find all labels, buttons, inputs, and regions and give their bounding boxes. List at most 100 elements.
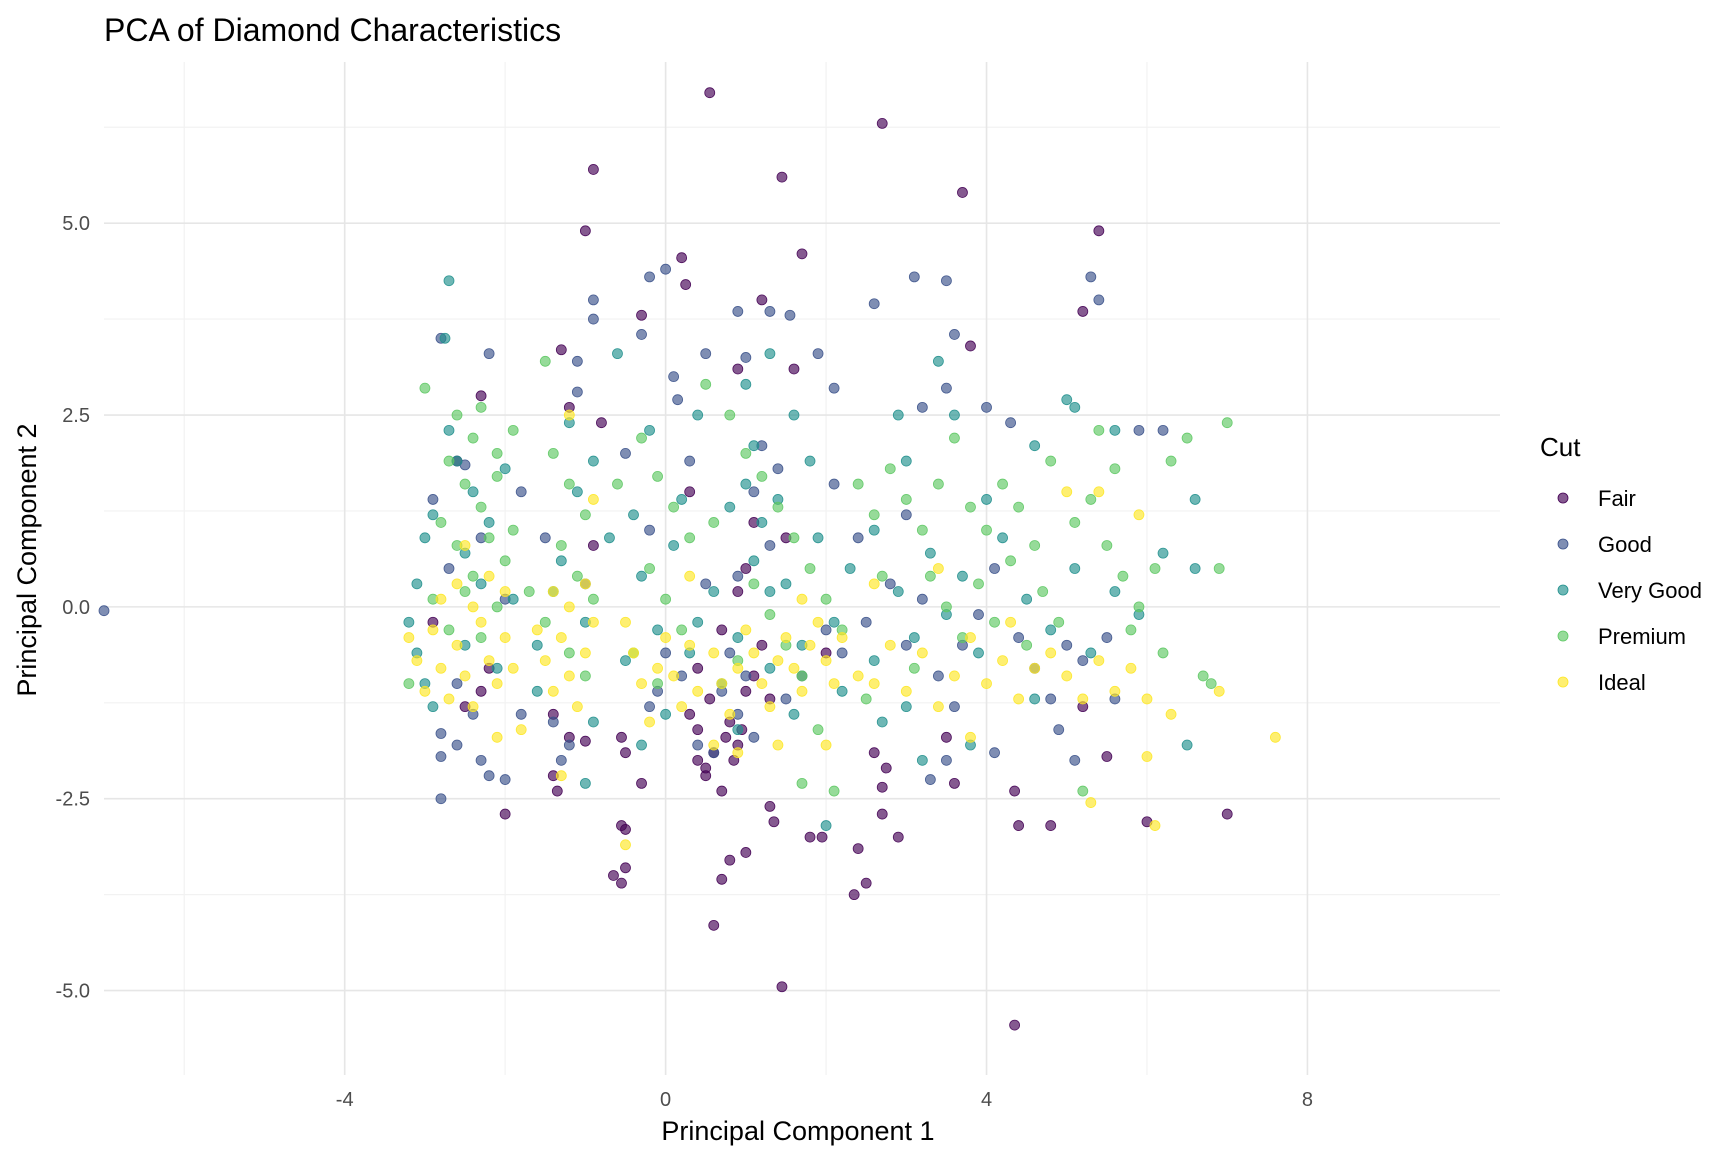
data-point — [772, 655, 784, 666]
data-point — [620, 862, 631, 874]
data-point — [1141, 693, 1153, 705]
data-point — [1085, 647, 1097, 659]
data-point — [451, 409, 463, 421]
data-point — [740, 352, 752, 363]
data-point — [989, 563, 1000, 574]
data-point — [684, 486, 696, 498]
data-point — [1029, 540, 1041, 551]
data-point — [668, 501, 680, 513]
data-point — [1101, 751, 1113, 762]
data-point — [1053, 616, 1065, 628]
data-point — [579, 225, 591, 237]
data-point — [764, 348, 776, 360]
data-point — [403, 616, 415, 628]
data-point — [636, 739, 647, 751]
data-point — [539, 655, 551, 666]
data-point — [1141, 751, 1153, 762]
data-point — [467, 486, 479, 498]
data-point — [932, 478, 944, 490]
data-point — [459, 586, 471, 597]
data-point — [941, 601, 952, 613]
data-point — [1045, 820, 1057, 831]
data-point — [716, 873, 728, 885]
data-point — [852, 843, 864, 855]
data-point — [547, 716, 559, 728]
data-point — [836, 685, 848, 697]
data-point — [411, 655, 423, 666]
data-point — [860, 877, 872, 889]
data-point — [900, 509, 912, 521]
data-point — [852, 532, 864, 544]
data-point — [1029, 693, 1041, 705]
data-point — [467, 432, 479, 444]
data-point — [475, 685, 487, 697]
data-point — [1069, 563, 1081, 574]
data-point — [499, 774, 511, 785]
data-point — [1029, 440, 1041, 452]
data-point — [616, 731, 627, 743]
data-point — [756, 639, 768, 651]
series-ideal — [403, 409, 1281, 851]
data-point — [676, 624, 688, 636]
data-point — [620, 839, 631, 851]
data-point — [820, 624, 832, 636]
data-point — [804, 455, 816, 467]
data-point — [900, 701, 912, 713]
data-point — [700, 578, 712, 590]
data-point — [816, 831, 828, 843]
data-point — [579, 777, 591, 789]
data-point — [876, 781, 888, 793]
data-point — [692, 685, 704, 697]
data-point — [908, 632, 920, 643]
data-point — [949, 329, 960, 340]
legend-key — [1557, 676, 1569, 688]
data-point — [981, 494, 992, 505]
data-point — [868, 509, 880, 521]
data-point — [668, 371, 680, 383]
data-point — [1009, 785, 1021, 797]
data-point — [868, 298, 880, 310]
data-point — [684, 570, 696, 582]
data-point — [676, 701, 688, 713]
data-point — [571, 570, 583, 582]
data-point — [547, 685, 559, 697]
data-point — [804, 639, 816, 651]
data-point — [531, 685, 543, 697]
data-point — [1109, 463, 1121, 475]
data-point — [1013, 693, 1025, 705]
data-point — [1037, 586, 1049, 597]
data-point — [435, 793, 447, 805]
x-tick-label: 8 — [1302, 1089, 1313, 1111]
data-point — [981, 401, 992, 413]
data-point — [588, 716, 599, 728]
data-point — [732, 586, 744, 597]
data-point — [579, 670, 591, 682]
data-points — [98, 87, 1281, 1031]
y-tick-labels: -5.0 -2.5 0.0 2.5 5.0 — [56, 213, 90, 1002]
data-point — [965, 632, 976, 643]
data-point — [820, 739, 832, 751]
data-point — [1013, 501, 1025, 513]
data-point — [692, 662, 704, 674]
data-point — [1133, 509, 1145, 521]
data-point — [1013, 632, 1025, 643]
data-point — [1133, 601, 1145, 613]
data-point — [491, 731, 503, 743]
legend-label: Very Good — [1598, 578, 1702, 603]
data-point — [916, 647, 928, 659]
data-point — [716, 624, 728, 636]
data-point — [916, 401, 928, 413]
data-point — [1181, 432, 1193, 444]
data-point — [1117, 570, 1129, 582]
data-point — [828, 616, 840, 628]
data-point — [1069, 401, 1081, 413]
data-point — [708, 919, 720, 931]
data-point — [892, 831, 904, 843]
data-point — [784, 309, 796, 321]
data-point — [776, 981, 788, 993]
data-point — [443, 275, 455, 287]
data-point — [780, 578, 792, 590]
legend-key — [1557, 492, 1569, 504]
data-point — [1077, 693, 1089, 705]
data-point — [636, 777, 647, 789]
